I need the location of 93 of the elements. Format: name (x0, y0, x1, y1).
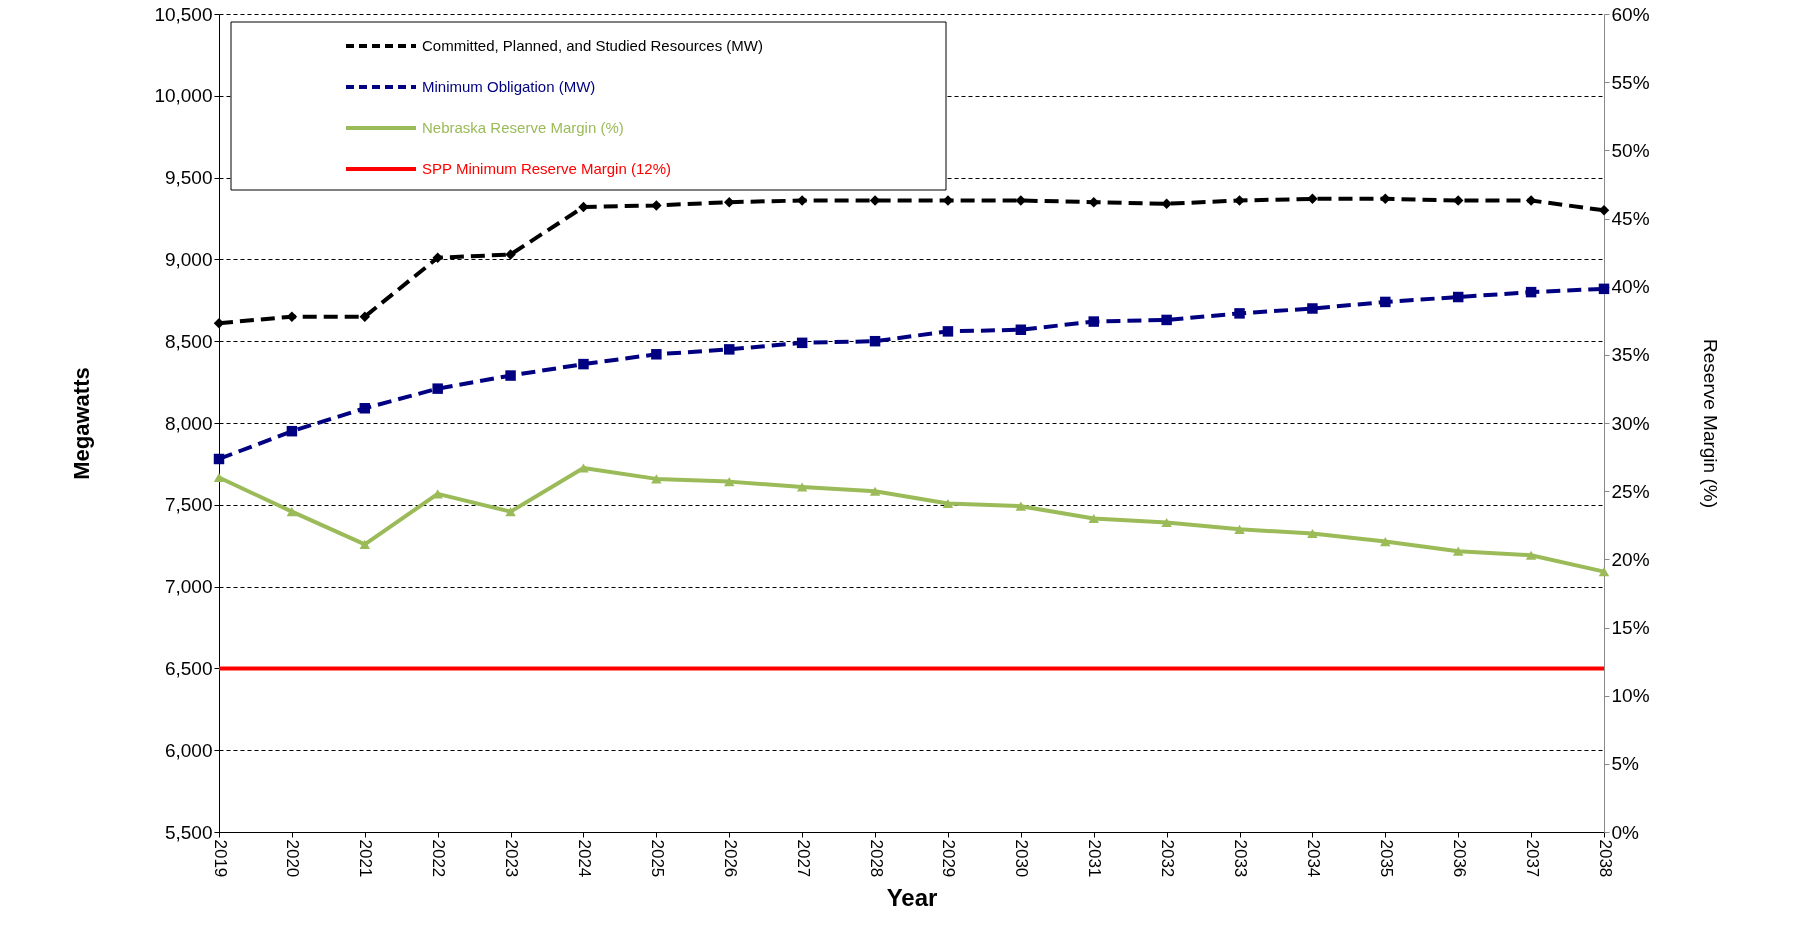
x-axis-title: Year (886, 884, 938, 912)
y-tick-label: 9,500 (164, 167, 213, 189)
y-tick-label: 7,000 (164, 576, 213, 598)
y2-tick-label: 30% (1611, 412, 1650, 434)
point (1525, 550, 1537, 560)
y2-tick-label: 50% (1611, 139, 1650, 161)
point (1161, 314, 1172, 326)
point (796, 482, 808, 492)
y2-tick-label: 20% (1611, 548, 1650, 570)
point (724, 344, 735, 355)
x-tick-label: 2035 (1376, 839, 1396, 878)
point (432, 383, 443, 394)
legend-label: SPP Minimum Reserve Margin (12%) (422, 160, 671, 177)
y2-tick-label: 55% (1611, 71, 1650, 93)
point (1015, 501, 1027, 511)
point (1452, 546, 1464, 556)
point (651, 349, 662, 360)
y2-axis-title: Reserve Margin (%) (1699, 339, 1721, 508)
x-tick-label: 2022 (429, 839, 449, 878)
point (1234, 524, 1245, 534)
x-tick-label: 2020 (283, 839, 303, 878)
point (651, 200, 662, 211)
point (1088, 513, 1099, 523)
y-tick-label: 7,500 (164, 494, 213, 516)
point (505, 249, 516, 260)
y-tick-label: 8,500 (164, 330, 213, 352)
point (869, 486, 881, 496)
x-tick-label: 2031 (1085, 839, 1105, 878)
point (1598, 283, 1610, 295)
y-axis-title: Megawatts (69, 367, 95, 480)
y2-tick-label: 40% (1611, 276, 1650, 298)
point (942, 326, 954, 337)
y2-tick-label: 45% (1611, 208, 1650, 229)
point (286, 507, 298, 517)
x-tick-label: 2036 (1449, 839, 1469, 878)
point (796, 337, 808, 349)
legend-label: Committed, Planned, and Studied Resources (MW) (422, 37, 763, 54)
y-tick-label: 6,500 (164, 657, 213, 679)
y2-tick-label: 5% (1611, 753, 1640, 775)
y2-tick-label: 10% (1611, 685, 1650, 707)
x-tick-label: 2032 (1158, 839, 1178, 878)
point (1598, 567, 1610, 577)
point (505, 507, 516, 517)
y-tick-label: 8,000 (164, 412, 213, 434)
point (1380, 296, 1391, 308)
point (724, 477, 735, 487)
x-tick-label: 2026 (720, 839, 740, 878)
point (359, 311, 371, 322)
x-tick-label: 2028 (866, 839, 886, 878)
x-tick-label: 2024 (574, 839, 594, 878)
point (1598, 205, 1610, 216)
point (1307, 528, 1318, 538)
x-tick-label: 2034 (1303, 839, 1323, 878)
point (1380, 537, 1391, 547)
point (286, 425, 298, 437)
x-tick-label: 2033 (1231, 839, 1251, 878)
x-tick-label: 2025 (647, 839, 667, 878)
y2-tick-label: 15% (1611, 617, 1650, 638)
y-tick-label: 5,500 (164, 821, 213, 843)
point (1015, 324, 1027, 335)
x-tick-label: 2019 (210, 839, 230, 878)
y2-tick-label: 25% (1611, 480, 1650, 502)
legend-label: Nebraska Reserve Margin (%) (422, 119, 624, 136)
x-tick-label: 2023 (502, 839, 522, 878)
point (1161, 517, 1172, 528)
point (1525, 195, 1537, 206)
y-tick-label: 10,000 (154, 85, 213, 107)
point (1234, 308, 1245, 319)
point (578, 358, 589, 370)
x-tick-label: 2030 (1012, 839, 1032, 878)
point (1088, 316, 1099, 327)
point (359, 403, 371, 414)
point (213, 472, 225, 483)
point (1452, 291, 1464, 303)
y2-tick-label: 35% (1611, 344, 1650, 366)
legend-label: Minimum Obligation (MW) (422, 78, 596, 95)
x-tick-label: 2021 (356, 839, 376, 878)
point (1525, 286, 1537, 298)
x-tick-label: 2029 (939, 839, 959, 878)
point (432, 252, 443, 264)
y2-tick-label: 60% (1611, 3, 1650, 25)
y-tick-label: 9,000 (164, 248, 213, 270)
x-tick-label: 2027 (793, 839, 813, 878)
y-tick-label: 10,500 (154, 3, 213, 25)
point (942, 498, 954, 508)
point (869, 335, 881, 347)
y-tick-label: 6,000 (164, 739, 213, 761)
point (213, 453, 225, 465)
point (359, 539, 371, 549)
x-tick-label: 2037 (1522, 839, 1542, 878)
point (505, 370, 516, 381)
point (1307, 303, 1318, 314)
point (578, 463, 589, 473)
